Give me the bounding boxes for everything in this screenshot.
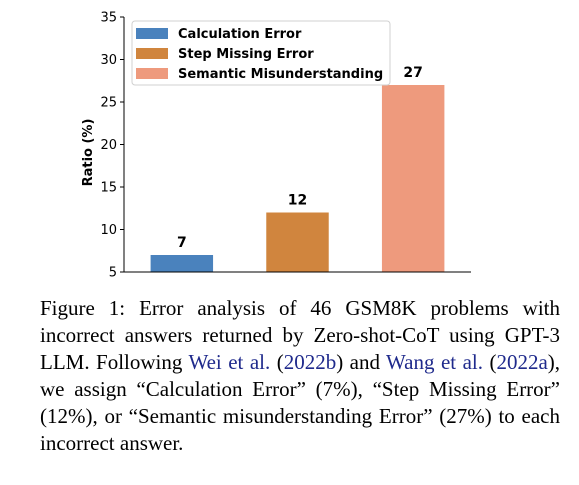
figure-caption: Figure 1: Error analysis of 46 GSM8K pro…	[40, 295, 560, 457]
chart-svg: 5 10 15 20 25 30 35 Ratio (%) 7 12 27 Calculation…	[81, 11, 471, 281]
axes-layer: 5 10 15 20 25 30 35 Ratio (%)	[81, 11, 471, 281]
citation-wang-year[interactable]: 2022a	[496, 350, 548, 374]
caption-text-2: (	[270, 350, 284, 374]
legend-label-2: Semantic Misunderstanding	[178, 67, 383, 82]
caption-text-3: ) and	[336, 350, 387, 374]
legend-label-0: Calculation Error	[178, 27, 302, 42]
caption-text-1: Figure 1: Error analysis of 46 GSM8K pro…	[40, 296, 560, 374]
bars-layer	[150, 85, 445, 272]
legend-box	[131, 20, 391, 86]
bar-0	[150, 255, 214, 272]
caption-text-5: ), we assign “Calculation Error” (7%), “…	[40, 350, 561, 455]
y-tick-label-5: 30	[100, 53, 117, 68]
y-tick-label-2: 15	[100, 181, 117, 196]
bar-chart: 5 10 15 20 25 30 35 Ratio (%) 7 12 27 Calculation…	[81, 11, 471, 281]
labels-layer: 7 12 27	[177, 65, 423, 251]
legend-swatch-1	[136, 48, 168, 59]
bar-1	[266, 212, 329, 272]
citation-wang-name[interactable]: Wang et al.	[386, 350, 483, 374]
caption-text-4: (	[482, 350, 497, 374]
y-tick-label-1: 10	[100, 223, 117, 238]
data-label-1: 12	[288, 193, 307, 209]
citation-wei-name[interactable]: Wei et al.	[188, 350, 271, 374]
data-label-0: 7	[177, 235, 187, 251]
legend-swatch-2	[136, 68, 168, 79]
y-tick-label-0: 5	[109, 266, 117, 281]
data-label-2: 27	[403, 65, 422, 81]
y-axis-title: Ratio (%)	[81, 119, 96, 187]
bar-2	[381, 85, 445, 272]
y-tick-label-4: 25	[100, 96, 117, 111]
y-tick-label-3: 20	[100, 138, 117, 153]
legend-swatch-0	[136, 28, 168, 39]
citation-wei-year[interactable]: 2022b	[283, 350, 337, 374]
y-tick-label-6: 35	[100, 11, 117, 26]
legend-label-1: Step Missing Error	[178, 47, 314, 62]
legend: Calculation Error Step Missing Error Seman…	[131, 20, 391, 86]
